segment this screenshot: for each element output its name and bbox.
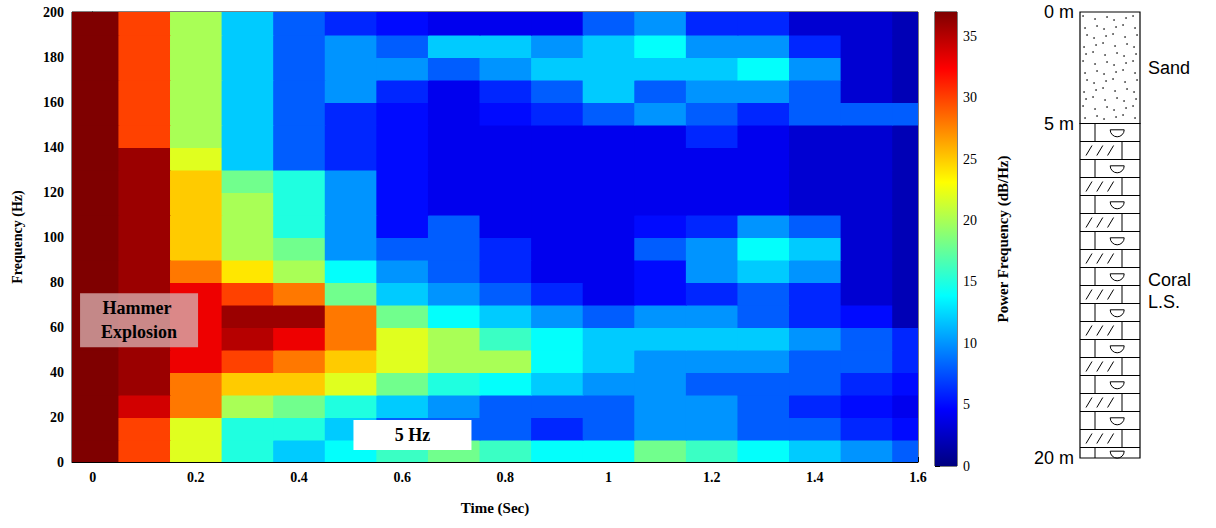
svg-text:Time (Sec): Time (Sec) [461, 500, 529, 517]
svg-text:5 Hz: 5 Hz [395, 425, 431, 445]
svg-text:0: 0 [57, 455, 64, 470]
svg-text:20: 20 [963, 213, 977, 228]
svg-text:0.8: 0.8 [497, 470, 515, 485]
svg-text:200: 200 [43, 5, 64, 20]
svg-text:80: 80 [50, 275, 64, 290]
svg-text:Hammer: Hammer [102, 298, 175, 318]
svg-text:20 m: 20 m [1034, 448, 1074, 468]
svg-text:0 m: 0 m [1044, 2, 1074, 22]
svg-text:0.6: 0.6 [393, 470, 411, 485]
svg-text:1.2: 1.2 [703, 470, 721, 485]
svg-text:15: 15 [963, 274, 977, 289]
svg-text:35: 35 [963, 29, 977, 44]
svg-text:1: 1 [605, 470, 612, 485]
svg-text:0: 0 [963, 459, 970, 474]
svg-text:5 m: 5 m [1044, 114, 1074, 134]
svg-text:30: 30 [963, 90, 977, 105]
svg-text:120: 120 [43, 185, 64, 200]
svg-text:0.2: 0.2 [187, 470, 205, 485]
svg-text:L.S.: L.S. [1148, 292, 1180, 312]
svg-text:1.6: 1.6 [909, 470, 927, 485]
svg-text:Explosion: Explosion [101, 322, 177, 342]
svg-text:Sand: Sand [1148, 58, 1190, 78]
svg-text:100: 100 [43, 230, 64, 245]
svg-text:0: 0 [89, 470, 96, 485]
svg-text:180: 180 [43, 50, 64, 65]
svg-text:140: 140 [43, 140, 64, 155]
svg-text:0.4: 0.4 [290, 470, 308, 485]
svg-text:5: 5 [963, 397, 970, 412]
svg-text:25: 25 [963, 152, 977, 167]
svg-text:160: 160 [43, 95, 64, 110]
svg-text:20: 20 [50, 410, 64, 425]
svg-text:10: 10 [963, 336, 977, 351]
svg-text:40: 40 [50, 365, 64, 380]
svg-text:1.4: 1.4 [806, 470, 824, 485]
svg-text:60: 60 [50, 320, 64, 335]
svg-text:Frequency (Hz): Frequency (Hz) [10, 190, 26, 284]
svg-text:Coral: Coral [1148, 270, 1191, 290]
svg-text:Power Frequency (dB/Hz): Power Frequency (dB/Hz) [995, 156, 1012, 323]
